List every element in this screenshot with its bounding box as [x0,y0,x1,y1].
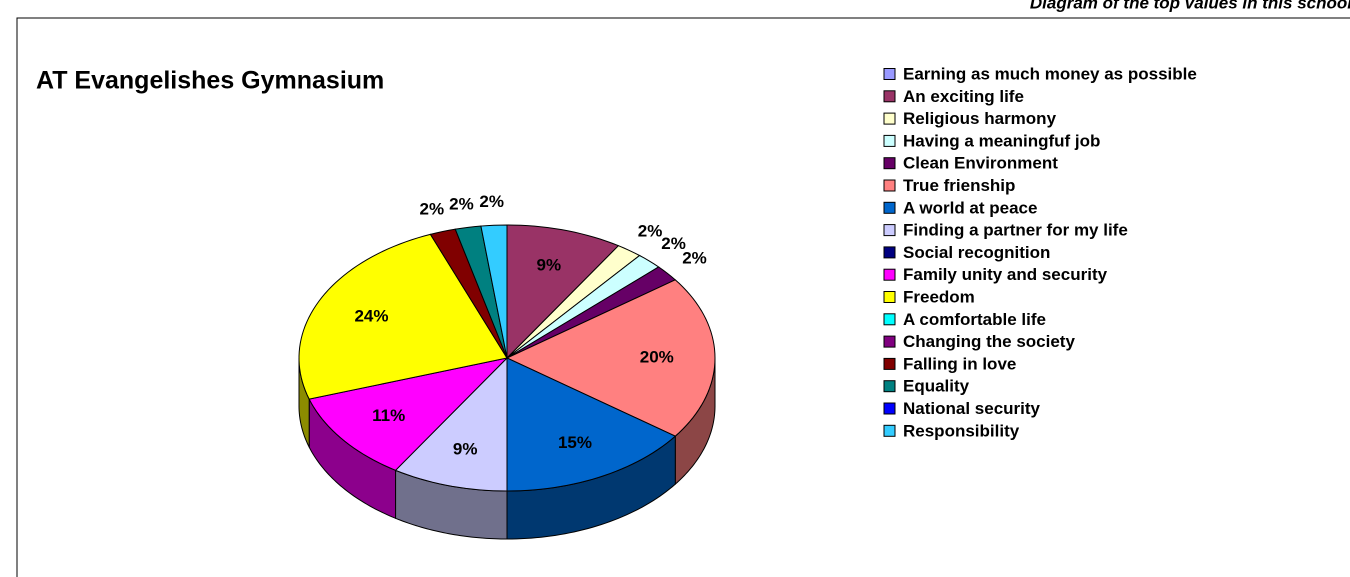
legend-swatch [883,291,896,303]
data-label: 2% [420,199,445,218]
legend-swatch [883,246,896,259]
legend-label: A comfortable life [903,310,1046,329]
legend-label: Social recognition [903,243,1050,262]
legend-swatch [883,380,896,393]
chart-title: AT Evangelishes Gymnasium [36,67,384,95]
legend-label: Falling in love [903,354,1016,373]
slice [394,356,508,492]
legend-swatch [883,357,896,370]
legend-swatch [883,134,896,147]
legend-label: Equality [903,377,970,396]
legend-label: Finding a partner for my life [903,221,1128,240]
legend-swatch [883,112,896,125]
legend-label: True frienship [903,176,1015,195]
data-label: 9% [536,256,561,275]
data-label: 2% [638,222,663,241]
data-label: 24% [354,307,388,326]
legend-swatch [883,68,896,80]
data-label: 20% [640,347,674,366]
legend-label: Family unity and security [903,265,1108,284]
slice [506,357,677,492]
legend-swatch [883,402,896,415]
legend-label: Earning as much money as possible [903,64,1197,83]
legend-label: An exciting life [903,87,1024,106]
legend-swatch [883,201,896,214]
legend-swatch [883,90,896,103]
legend-label: Having a meaningfuf job [903,131,1100,150]
legend-swatch [883,179,896,192]
legend-swatch [883,313,896,326]
legend-label: Responsibility [903,421,1020,440]
legend-label: Religious harmony [903,109,1057,128]
legend-label: A world at peace [903,198,1037,217]
slice [506,224,620,360]
chart-subtitle: Diagram of the top values in this school [1030,0,1350,12]
legend-swatch [883,424,896,437]
slice [480,224,508,359]
legend-label: Freedom [903,287,975,306]
data-label: 9% [453,439,478,458]
data-label: 15% [558,433,592,452]
data-label: 2% [479,192,504,211]
slice [505,279,716,437]
legend-swatch [883,224,896,237]
legend-swatch [883,157,896,170]
data-label: 2% [682,248,707,267]
data-label: 2% [449,195,474,214]
legend-label: Changing the society [903,332,1075,351]
legend-swatch [883,268,896,281]
legend-swatch [883,335,896,348]
slice [298,233,508,400]
slice [308,357,509,471]
legend-label: Clean Environment [903,154,1058,173]
data-label: 11% [372,406,405,425]
legend-label: National security [903,399,1041,418]
data-label: 2% [661,234,686,253]
